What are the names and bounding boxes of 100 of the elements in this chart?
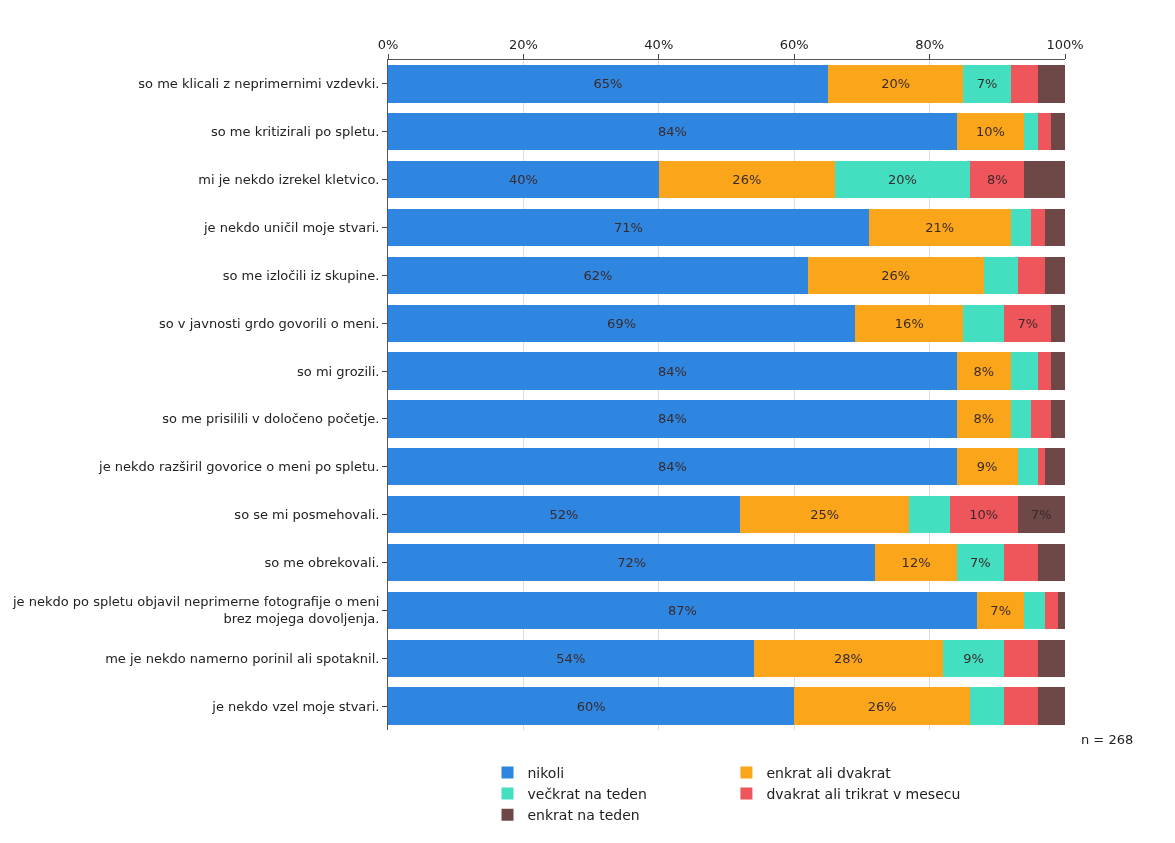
bar	[388, 687, 795, 725]
bar	[1044, 448, 1065, 486]
data-label: 60%	[576, 698, 606, 714]
bar	[753, 639, 944, 677]
bar	[983, 256, 1018, 295]
bar	[388, 639, 754, 677]
bar	[388, 448, 957, 486]
bar	[388, 256, 808, 295]
bar	[855, 304, 964, 342]
bar	[1044, 591, 1059, 630]
bar	[875, 543, 957, 582]
data-label: 28%	[833, 650, 863, 666]
bar	[388, 304, 856, 342]
data-label: 84%	[657, 411, 687, 427]
y-tick-label: je nekdo vzel moje stvari.	[211, 698, 380, 714]
bar	[1024, 591, 1045, 630]
bar	[1017, 256, 1045, 295]
bar	[1031, 208, 1045, 247]
y-tick-label: so v javnosti grdo govorili o meni.	[159, 315, 380, 331]
bar	[1037, 65, 1065, 103]
bar	[956, 543, 1005, 582]
data-label: 40%	[508, 172, 538, 188]
data-label: 87%	[668, 602, 697, 618]
bar	[1010, 400, 1032, 438]
bar	[388, 591, 977, 630]
data-label: 20%	[888, 172, 917, 188]
bar	[970, 687, 1005, 725]
data-label: 7%	[990, 602, 1011, 618]
legend-label: nikoli	[527, 764, 565, 781]
data-label: 7%	[970, 555, 991, 570]
legend-label: dvakrat ali trikrat v mesecu	[766, 786, 961, 803]
x-tick-label: 40%	[644, 36, 674, 52]
bar	[388, 208, 869, 247]
bar	[807, 256, 984, 295]
bar	[1017, 448, 1038, 486]
bar	[909, 495, 950, 534]
y-tick-label: so mi grozili.	[297, 363, 380, 379]
bar	[1037, 448, 1045, 486]
text: n = 268	[1081, 732, 1134, 747]
bar	[1051, 352, 1065, 390]
data-label: 26%	[732, 172, 762, 188]
bar	[970, 160, 1025, 199]
bar	[794, 687, 971, 725]
bar	[1051, 113, 1065, 151]
data-label: 25%	[810, 507, 840, 523]
bar	[943, 639, 1005, 677]
y-tick-label: je nekdo uničil moje stvari.	[202, 220, 380, 236]
data-label: 54%	[556, 650, 586, 666]
data-label: 69%	[607, 315, 637, 331]
data-label: 52%	[549, 507, 579, 523]
bar	[949, 495, 1018, 534]
x-tick-label: 20%	[508, 36, 538, 52]
bar	[740, 495, 910, 534]
bar	[976, 591, 1025, 630]
bar	[1037, 687, 1065, 725]
y-tick-label: so me prisilili v določeno početje.	[162, 411, 380, 427]
y-tick-label: so me obrekovali.	[264, 555, 380, 571]
bar	[1037, 113, 1052, 151]
data-label: 84%	[657, 459, 687, 475]
y-tick-label: so me klicali z neprimernimi vzdevki.	[138, 76, 380, 92]
data-label: 12%	[901, 555, 931, 570]
data-label: 9%	[963, 650, 984, 666]
y-tick-label: mi je nekdo izrekel kletvico.	[198, 172, 380, 188]
legend-label: enkrat na teden	[527, 807, 640, 824]
x-tick-label: 0%	[377, 36, 399, 52]
data-label: 10%	[969, 507, 999, 523]
data-label: 16%	[894, 315, 924, 331]
data-label: 84%	[657, 124, 687, 140]
bar	[963, 65, 1011, 103]
data-label: 65%	[593, 76, 623, 92]
bar	[1004, 304, 1052, 342]
y-tick-label: me je nekdo namerno porinil ali spotaknil.	[105, 650, 380, 666]
data-label: 21%	[925, 220, 955, 235]
legend-label: enkrat ali dvakrat	[766, 764, 892, 781]
bar	[868, 208, 1011, 247]
y-tick-label: so me izločili iz skupine.	[222, 267, 380, 283]
data-label: 9%	[976, 459, 998, 475]
bar	[828, 65, 964, 103]
legend-label: večkrat na teden	[527, 786, 647, 803]
bar	[1010, 208, 1032, 247]
bar	[388, 352, 957, 390]
bar	[963, 304, 1005, 342]
bar	[1051, 400, 1065, 438]
y-tick-label: je nekdo po spletu objavil neprimerne fotografije o meni brez mojega dovoljenja.	[12, 594, 380, 627]
bar	[834, 160, 971, 199]
bar	[1037, 352, 1052, 390]
bar	[1004, 639, 1038, 677]
bar	[956, 113, 1025, 151]
bar	[388, 400, 957, 438]
bar	[1010, 65, 1038, 103]
bar	[388, 65, 829, 103]
bar	[1010, 352, 1038, 390]
data-label: 20%	[881, 76, 911, 92]
bar	[1044, 208, 1065, 247]
bar	[1004, 543, 1038, 582]
data-label: 62%	[583, 267, 613, 283]
x-tick-label: 60%	[779, 36, 809, 52]
bar	[956, 352, 1011, 390]
data-label: 84%	[657, 363, 687, 379]
bar	[388, 495, 741, 534]
